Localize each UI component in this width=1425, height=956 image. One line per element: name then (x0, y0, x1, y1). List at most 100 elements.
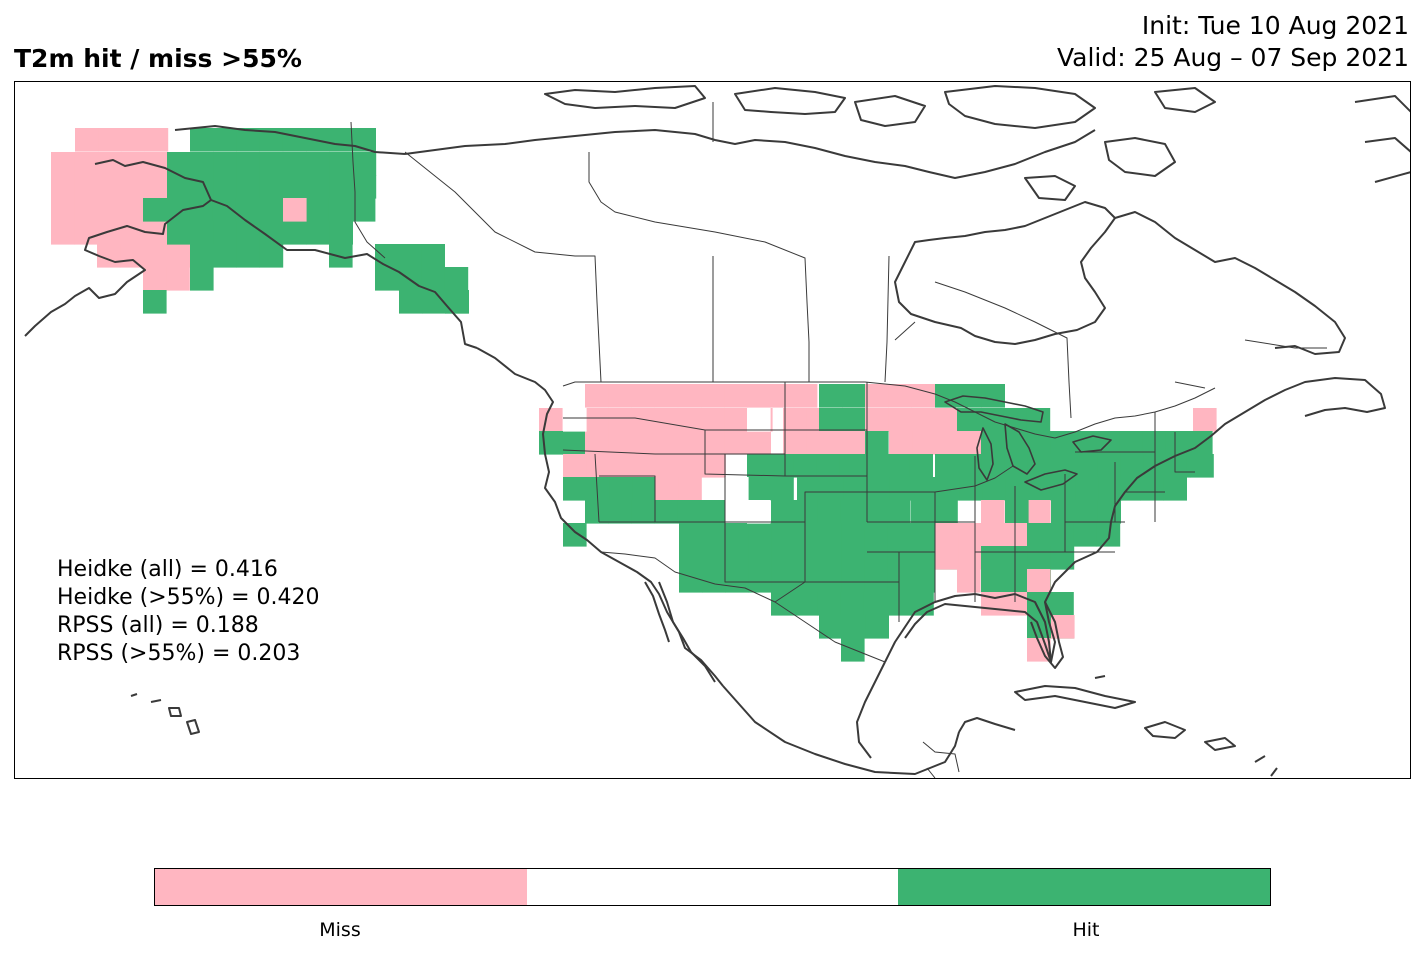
hit-cell (819, 615, 843, 639)
hit-cell (863, 592, 888, 616)
miss-cell (74, 175, 98, 199)
coastline-alaska (24, 159, 478, 349)
miss-cell (981, 500, 1005, 524)
hit-cell (865, 431, 889, 455)
hit-cell (911, 546, 935, 570)
miss-cell (677, 431, 702, 455)
miss-cell (1027, 569, 1051, 593)
hit-cell (654, 500, 679, 524)
miss-cell (770, 384, 795, 408)
hit-cell (213, 128, 237, 152)
miss-cell (143, 175, 168, 199)
miss-cell (563, 454, 587, 478)
hit-cell (958, 454, 982, 478)
miss-cell (724, 384, 748, 408)
miss-cell (655, 477, 679, 501)
hit-cell (259, 128, 284, 152)
coastline-baja (644, 581, 716, 683)
hit-cell (190, 267, 214, 291)
hit-cell (282, 128, 307, 152)
hit-cell (959, 477, 983, 501)
hit-cell (981, 431, 1005, 455)
miss-cell (97, 221, 121, 245)
colorbar-miss (155, 869, 527, 905)
hit-cell (421, 267, 445, 291)
hit-cell (747, 454, 771, 478)
coastline-florida (1030, 601, 1064, 669)
miss-cell (75, 128, 99, 152)
hit-cell (632, 477, 657, 501)
hit-cell (795, 546, 819, 570)
hit-cell (725, 546, 749, 570)
miss-cell (701, 408, 725, 432)
hit-cell (352, 128, 376, 152)
hit-cell (422, 290, 446, 314)
miss-cell (701, 384, 725, 408)
miss-cell (143, 152, 168, 176)
miss-cell (166, 267, 190, 291)
verification-map (24, 85, 1410, 778)
coastline-arctic (404, 129, 1096, 179)
hit-cell (863, 500, 888, 524)
hit-cell (352, 152, 377, 176)
hit-cell (957, 408, 981, 432)
miss-cell (283, 198, 307, 222)
miss-cell (654, 431, 679, 455)
hit-cell (819, 384, 843, 408)
hit-cell (236, 152, 261, 176)
miss-cell (608, 431, 632, 455)
empty-cell (747, 500, 771, 524)
hit-cell (1075, 477, 1099, 501)
map-panel (14, 81, 1411, 779)
coastline-hudson (894, 201, 1116, 345)
hit-cell (445, 290, 469, 314)
miss-cell (166, 244, 191, 268)
hit-cell (213, 221, 237, 245)
hit-cell (936, 477, 960, 501)
hit-cell (1074, 500, 1098, 524)
miss-cell (935, 546, 959, 570)
hit-cell (235, 198, 260, 222)
hit-cell (1004, 454, 1029, 478)
hit-cell (913, 477, 937, 501)
miss-cell (51, 152, 75, 176)
caribbean-islands (1014, 685, 1278, 777)
miss-cell (934, 408, 959, 432)
miss-cell (608, 384, 632, 408)
hit-cell (1029, 477, 1053, 501)
hit-cell (1050, 592, 1074, 616)
hit-cell (839, 454, 864, 478)
hit-cell (259, 244, 284, 268)
hit-cell (842, 408, 866, 432)
hit-cell (167, 152, 191, 176)
cuba-etc (1094, 675, 1106, 679)
hit-cell (865, 615, 889, 639)
hit-cell (631, 500, 655, 524)
miss-cell (793, 384, 818, 408)
hit-cell (770, 454, 794, 478)
coastline-alaska-north (174, 125, 406, 155)
hit-cell (841, 569, 865, 593)
hit-cell (399, 290, 423, 314)
hit-cell (702, 569, 726, 593)
hit-cell (352, 175, 377, 199)
rpss-all: RPSS (all) = 0.188 (57, 613, 259, 638)
hit-cell (934, 500, 958, 524)
hit-cell (911, 500, 935, 524)
hit-cell (1120, 454, 1145, 478)
borders (350, 102, 1327, 778)
miss-cell (74, 221, 98, 245)
skill-scores: Heidke (all) = 0.416 Heidke (>55%) = 0.4… (57, 556, 320, 668)
hit-cell (236, 244, 260, 268)
hit-cell (747, 477, 771, 501)
miss-cell (97, 152, 121, 176)
hit-cell (1050, 523, 1074, 547)
miss-cell (632, 454, 657, 478)
hit-cell (818, 546, 842, 570)
hit-cell (887, 569, 912, 593)
hit-cell (889, 477, 914, 501)
miss-cell (783, 431, 807, 455)
geography-lines (24, 85, 1410, 778)
hit-cell (1142, 431, 1167, 455)
heidke-all: Heidke (all) = 0.416 (57, 557, 278, 582)
